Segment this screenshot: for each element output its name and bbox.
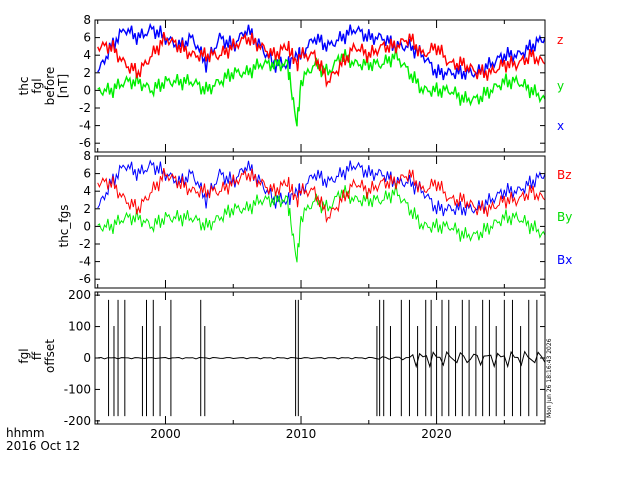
legend-bx: Bx <box>557 253 572 267</box>
ytick-label: 6 <box>83 31 91 45</box>
ytick-label: 2 <box>83 202 91 216</box>
legend-z: z <box>557 33 563 47</box>
legend-y: y <box>557 79 564 93</box>
timestamp-stamp: Mon Jun 26 18:16:43 2026 <box>546 338 553 418</box>
ytick-label: -100 <box>64 382 91 396</box>
ytick-label: -2 <box>79 101 91 115</box>
ylabel-ff: ff <box>30 351 44 360</box>
ylabel-thc-fgs: thc_fgs <box>57 204 71 247</box>
ytick-label: 100 <box>68 320 91 334</box>
panel-fgl-before: -6 -4 -2 0 2 4 6 8 thc fgl before [nT] z y x <box>17 13 564 153</box>
xtick-label: 2020 <box>421 427 452 441</box>
panel-fgs-legend: Bz By Bx <box>557 168 572 267</box>
ytick-label: -4 <box>79 119 91 133</box>
series-line-y <box>97 47 546 127</box>
panel-fgl-before-lines <box>97 22 546 127</box>
ylabel-line-3: before <box>43 67 57 106</box>
xtick-label: 2010 <box>286 427 317 441</box>
series-line-bx <box>97 159 546 217</box>
ylabel-line-1: thc <box>17 77 31 96</box>
ytick-label: -200 <box>64 414 91 428</box>
ylabel-line-4: [nT] <box>56 74 70 98</box>
legend-by: By <box>557 210 572 224</box>
ytick-label: 4 <box>83 184 91 198</box>
panel-fgl-before-legend: z y x <box>557 33 564 133</box>
series-line-by <box>97 183 546 263</box>
panel-fgs-lines <box>97 159 546 263</box>
ytick-label: -2 <box>79 237 91 251</box>
ytick-label: 0 <box>83 83 91 97</box>
ytick-label: 4 <box>83 48 91 62</box>
legend-bz: Bz <box>557 168 572 182</box>
panel-offset-yticks: -200 -100 0 100 200 <box>64 288 545 428</box>
series-line-bz <box>97 167 546 224</box>
ytick-label: -4 <box>79 255 91 269</box>
panel-fgl-before-yticks: -6 -4 -2 0 2 4 6 8 <box>79 13 545 150</box>
xtick-label: 2000 <box>150 427 181 441</box>
ylabel-offset: offset <box>43 339 57 373</box>
panel-fgl-before-ylabel: thc fgl before [nT] <box>17 67 70 106</box>
panel-fgs-yticks: -6 -4 -2 0 2 4 6 8 <box>79 149 545 286</box>
x-axis-label: hhmm 2016 Oct 12 <box>6 426 80 453</box>
ytick-label: -6 <box>79 272 91 286</box>
ytick-label: -6 <box>79 136 91 150</box>
ytick-label: 8 <box>83 13 91 27</box>
legend-x: x <box>557 119 564 133</box>
ylabel-line-2: fgl <box>30 78 44 93</box>
x-axis-ticks: 2000 2010 2020 <box>150 427 452 441</box>
ytick-label: 0 <box>83 351 91 365</box>
ytick-label: 8 <box>83 149 91 163</box>
ylabel-fgl: fgl <box>17 348 31 363</box>
panel-offset: -200 -100 0 100 200 fgl ff offset Mon Jun 26… <box>17 288 553 428</box>
offset-baseline-line <box>97 350 546 369</box>
ytick-label: 2 <box>83 66 91 80</box>
ytick-label: 6 <box>83 167 91 181</box>
panel-fgl-before-frame <box>94 19 546 153</box>
panel-fgs: -6 -4 -2 0 2 4 6 8 thc_fgs Bz By Bx <box>57 149 572 289</box>
panel-fgs-frame <box>94 155 546 289</box>
xlabel-hhmm: hhmm <box>6 426 45 440</box>
xlabel-date: 2016 Oct 12 <box>6 439 80 453</box>
series-line-z <box>97 31 546 88</box>
ytick-label: 0 <box>83 219 91 233</box>
panel-offset-ylabel: fgl ff offset <box>17 339 57 373</box>
ytick-label: 200 <box>68 288 91 302</box>
panel-offset-lines <box>97 299 546 417</box>
